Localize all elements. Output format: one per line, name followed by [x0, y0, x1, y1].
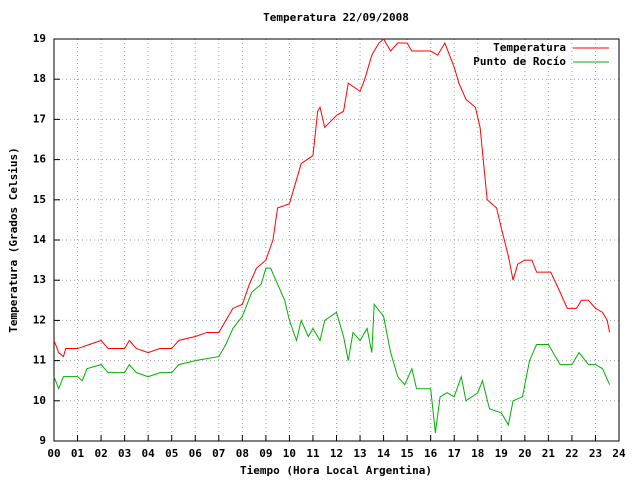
x-tick-label: 19: [495, 447, 508, 460]
y-tick-label: 12: [33, 313, 46, 326]
chart-title: Temperatura 22/09/2008: [263, 11, 409, 24]
x-tick-label: 16: [424, 447, 438, 460]
x-tick-label: 20: [518, 447, 531, 460]
x-tick-label: 18: [471, 447, 484, 460]
x-tick-label: 03: [118, 447, 131, 460]
x-tick-label: 07: [212, 447, 225, 460]
x-tick-label: 22: [565, 447, 578, 460]
x-tick-label: 09: [259, 447, 272, 460]
legend-label: Punto de Rocío: [473, 55, 566, 68]
x-tick-label: 11: [306, 447, 320, 460]
y-tick-label: 16: [33, 153, 47, 166]
x-tick-label: 06: [189, 447, 203, 460]
plot-frame: [53, 38, 620, 442]
x-tick-label: 23: [589, 447, 602, 460]
x-tick-label: 04: [142, 447, 156, 460]
x-tick-label: 02: [94, 447, 107, 460]
x-tick-label: 15: [401, 447, 414, 460]
y-tick-label: 10: [33, 394, 46, 407]
y-tick-label: 13: [33, 273, 46, 286]
x-tick-label: 10: [283, 447, 296, 460]
y-tick-label: 19: [33, 32, 46, 45]
x-tick-label: 21: [542, 447, 556, 460]
y-tick-label: 11: [33, 354, 47, 367]
data-line: [53, 38, 611, 358]
legend-label: Temperatura: [493, 41, 566, 54]
x-tick-label: 05: [165, 447, 178, 460]
y-tick-label: 14: [33, 233, 47, 246]
x-axis-label: Tiempo (Hora Local Argentina): [240, 464, 432, 477]
x-tick-label: 24: [612, 447, 626, 460]
y-tick-label: 18: [33, 72, 46, 85]
x-tick-label: 17: [448, 447, 461, 460]
x-tick-label: 12: [330, 447, 343, 460]
x-tick-label: 01: [71, 447, 85, 460]
data-line: [53, 267, 611, 434]
y-tick-label: 15: [33, 193, 46, 206]
y-tick-label: 9: [39, 434, 46, 447]
x-tick-label: 08: [236, 447, 249, 460]
x-tick-label: 14: [377, 447, 391, 460]
x-tick-label: 13: [353, 447, 366, 460]
y-tick-label: 17: [33, 112, 46, 125]
y-axis-label: Temperatura (Grados Celsius): [7, 147, 20, 332]
x-tick-label: 00: [47, 447, 60, 460]
